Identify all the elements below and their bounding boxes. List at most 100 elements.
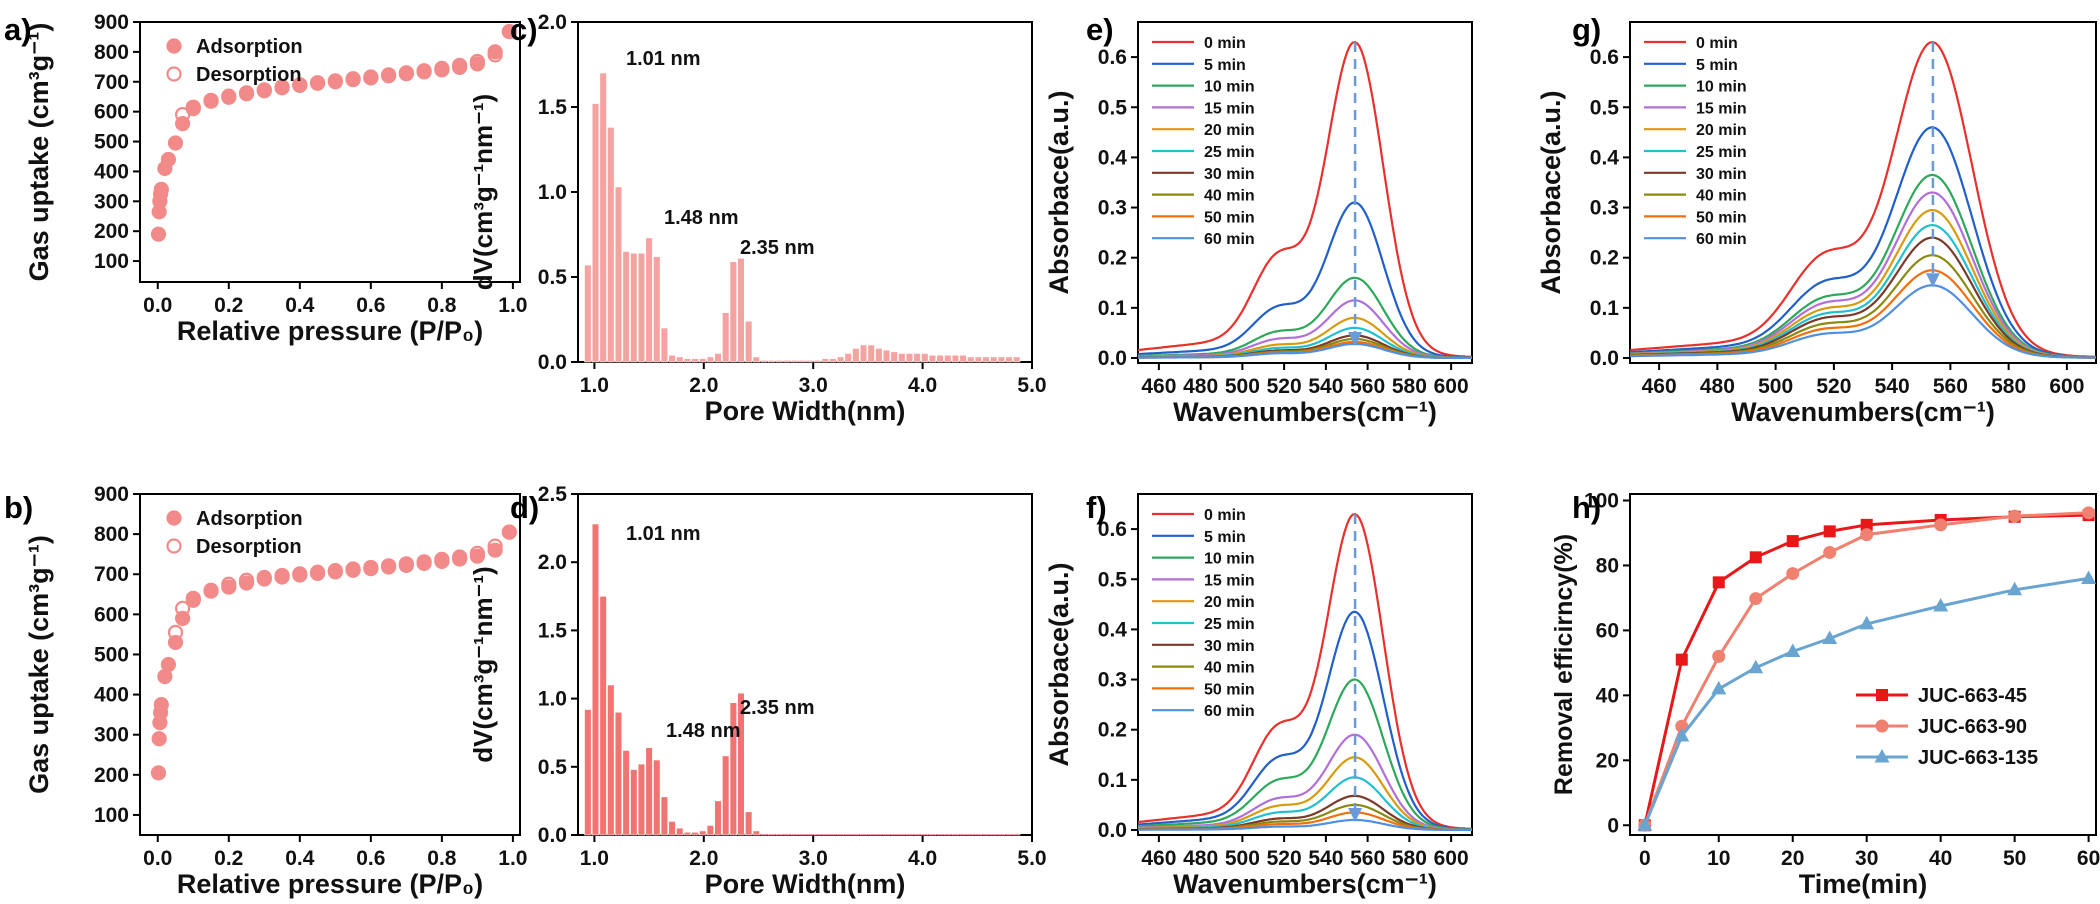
histogram-bar	[722, 755, 730, 836]
data-point-desorption	[292, 77, 308, 93]
histogram-bar	[607, 684, 615, 836]
spectrum-line-0-min	[1629, 40, 2097, 358]
legend-label: 60 min	[1204, 703, 1255, 720]
data-point-juc-663-90	[1749, 592, 1763, 606]
panel-h: 0 10 20 30 40 50 60 0 20 40 60 80 100 Time(min) Remova…	[1550, 489, 2100, 899]
legend-label: 0 min	[1204, 507, 1246, 524]
panel-f: 460 480 500 520 540 560 580 600 0.0 0.1 0.2 0.3 0.4 0…	[1044, 490, 1473, 899]
histogram-bar	[783, 833, 791, 836]
data-point-juc-663-45	[1749, 551, 1762, 564]
data-point-desorption	[487, 47, 503, 63]
x-axis-label-a: Relative pressure (P/P₀)	[177, 316, 483, 346]
x-tick-label-a: 0.0	[143, 294, 172, 317]
y-tick-label-a: 700	[94, 71, 129, 94]
histogram-bar	[806, 833, 814, 836]
histogram-bar	[722, 312, 730, 363]
data-point-desorption	[256, 569, 272, 586]
data-point-desorption	[221, 88, 237, 104]
histogram-bar	[775, 359, 783, 363]
histogram-bar	[921, 353, 929, 363]
histogram-bar	[622, 750, 630, 836]
x-tick-label-c: 3.0	[799, 374, 828, 397]
data-point-adsorption	[150, 765, 167, 781]
data-point-juc-663-90	[1786, 567, 1800, 581]
histogram-bar	[959, 833, 967, 836]
histogram-bar	[591, 523, 600, 836]
histogram-bar	[783, 359, 791, 363]
data-point-desorption	[501, 524, 517, 540]
histogram-bar	[967, 833, 975, 836]
spectrum-line-0-min	[1137, 512, 1473, 830]
histogram-bar	[630, 252, 638, 363]
x-tick-label-f: 540	[1308, 847, 1343, 870]
histogram-bar	[668, 354, 676, 363]
y-axis-label-g: Absorbace(a.u.)	[1536, 90, 1566, 294]
data-point-desorption	[487, 538, 503, 554]
y-tick-label-g: 0.4	[1590, 146, 1620, 169]
legend-marker	[1876, 689, 1888, 701]
y-axis-label-e: Absorbace(a.u.)	[1044, 90, 1074, 294]
x-tick-label-f: 480	[1183, 847, 1218, 870]
y-tick-label-d: 2.5	[538, 483, 568, 506]
y-tick-label-c: 0.0	[538, 351, 567, 374]
histogram-bar	[653, 759, 661, 836]
x-tick-label-d: 5.0	[1017, 847, 1046, 870]
x-axis-label-f: Wavenumbers(cm⁻¹)	[1173, 869, 1437, 899]
y-tick-label-f: 0.5	[1098, 568, 1128, 591]
y-tick-label-e: 0.6	[1098, 46, 1127, 69]
histogram-bar	[867, 833, 875, 836]
data-point-desorption	[327, 563, 343, 579]
data-point-juc-663-45	[1712, 576, 1725, 589]
x-tick-label-g: 580	[1991, 375, 2026, 398]
histogram-bar	[859, 833, 868, 836]
data-point-juc-663-90	[1823, 545, 1837, 559]
panel-a: 0.0 0.2 0.4 0.6 0.8 1.0 100 200 300 400 500 600 700 8…	[4, 11, 527, 346]
histogram-bar	[944, 354, 952, 363]
data-point-desorption	[274, 79, 290, 95]
data-point-desorption	[398, 556, 414, 572]
panel-d: 1.0 2.0 3.0 4.0 5.0 0.0 0.5 1.0 1.5 2.0 2.5 Pore Wi…	[468, 483, 1047, 899]
data-point-juc-663-135	[1822, 630, 1838, 645]
histogram-bar	[1013, 356, 1021, 363]
histogram-bar	[790, 833, 799, 836]
y-tick-label-e: 0.1	[1098, 297, 1128, 320]
data-point-desorption	[309, 75, 326, 91]
legend-label: 20 min	[1696, 122, 1747, 139]
legend-label: 15 min	[1204, 572, 1255, 589]
plot-frame-g	[1629, 21, 2097, 364]
peak-annotation: 2.35 nm	[740, 237, 814, 259]
histogram-bar	[905, 833, 914, 836]
x-tick-label-e: 600	[1434, 375, 1469, 398]
histogram-bar	[997, 833, 1005, 836]
x-tick-label-c: 2.0	[689, 374, 718, 397]
y-tick-label-f: 0.4	[1098, 618, 1128, 641]
legend-label: 20 min	[1204, 122, 1255, 139]
plot-frame-a	[139, 21, 521, 283]
y-tick-label-d: 2.0	[538, 551, 567, 574]
data-point-juc-663-135	[1711, 680, 1727, 695]
data-point-juc-663-135	[1674, 727, 1690, 742]
peak-annotation: 1.48 nm	[666, 720, 740, 742]
y-axis-label-f: Absorbace(a.u.)	[1044, 562, 1074, 766]
x-tick-label-h: 40	[1929, 847, 1952, 870]
y-tick-label-a: 500	[94, 131, 129, 154]
y-tick-label-b: 100	[94, 804, 129, 827]
histogram-bar	[1005, 833, 1013, 836]
spectrum-line-30-min	[1630, 236, 2096, 359]
spectrum-line-5-min	[1137, 610, 1473, 831]
histogram-bar	[699, 830, 707, 836]
y-tick-label-e: 0.3	[1098, 197, 1127, 220]
legend-label: 50 min	[1204, 681, 1255, 698]
histogram-bar	[898, 833, 906, 836]
series-juc-663-135	[1637, 570, 2097, 831]
x-tick-label-h: 50	[2003, 847, 2026, 870]
y-tick-label-d: 0.0	[538, 824, 567, 847]
data-point-juc-663-135	[2081, 570, 2097, 584]
histogram-bar	[691, 831, 699, 836]
x-tick-label-b: 0.4	[285, 847, 315, 870]
data-point-desorption	[203, 92, 219, 108]
plot-frame-f	[1137, 493, 1473, 836]
data-point-juc-663-45	[1786, 535, 1799, 548]
histogram-bar	[882, 349, 891, 363]
x-tick-label-f: 560	[1350, 847, 1385, 870]
